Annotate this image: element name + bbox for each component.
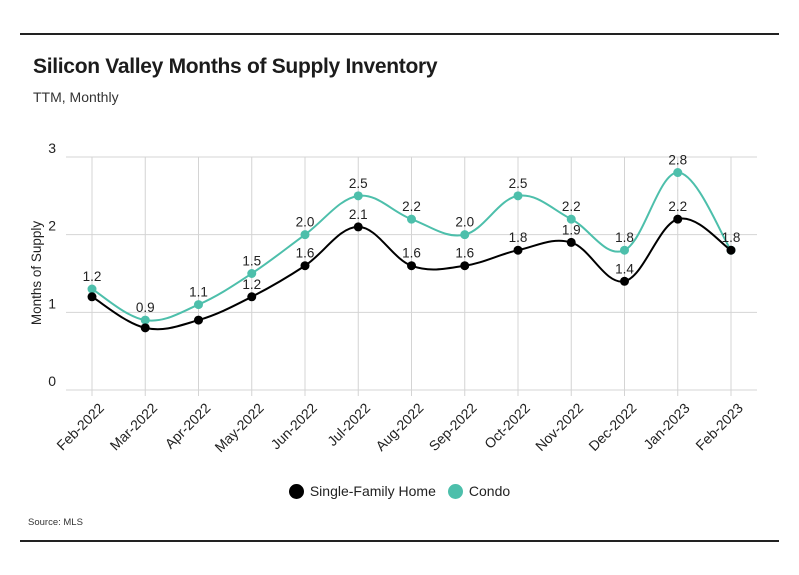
data-label-single-family-home-aug-2022: 1.6: [402, 246, 421, 261]
x-tick-label-mar-2022: Mar-2022: [107, 400, 161, 454]
point-single-family-home-feb-2023[interactable]: [726, 245, 736, 255]
x-tick-label-jun-2022: Jun-2022: [267, 400, 320, 453]
x-tick-label-aug-2022: Aug-2022: [372, 400, 426, 454]
point-condo-mar-2022[interactable]: [140, 315, 150, 325]
point-condo-apr-2022[interactable]: [194, 300, 203, 310]
bottom-rule: [20, 540, 779, 542]
legend-swatch-single-family: [288, 483, 304, 499]
point-condo-feb-2022[interactable]: [87, 284, 97, 294]
data-labels: 1.2 1.6 2.1 1.6 1.6 1.8 1.9 1.4 2.2 1.2 0.9 1.1 1.5 2…: [83, 153, 741, 316]
point-condo-jan-2023[interactable]: [673, 168, 683, 178]
x-tick-label-oct-2022: Oct-2022: [481, 400, 533, 452]
x-tick-label-may-2022: May-2022: [211, 400, 266, 455]
point-single-family-home-jul-2022[interactable]: [353, 222, 363, 232]
chart-subtitle: TTM, Monthly: [33, 89, 119, 105]
data-label-single-family-home-jun-2022: 1.6: [296, 246, 315, 261]
x-tick-label-nov-2022: Nov-2022: [532, 400, 586, 454]
series-line-condo: [91, 171, 732, 322]
point-single-family-home-jan-2023[interactable]: [673, 214, 683, 224]
point-condo-may-2022[interactable]: [247, 269, 257, 278]
data-label-condo-sep-2022: 2.0: [455, 215, 474, 230]
y-axis-label: Months of Supply: [29, 221, 44, 326]
point-single-family-home-aug-2022[interactable]: [407, 261, 416, 271]
data-label-condo-dec-2022: 1.8: [615, 230, 634, 245]
data-label-single-family-home-oct-2022: 1.8: [509, 230, 528, 245]
data-label-condo-apr-2022: 1.1: [189, 285, 208, 300]
legend-item-single-family[interactable]: Single-Family Home: [288, 483, 436, 499]
y-tick-label-1: 1: [48, 295, 56, 311]
legend: Single-Family Home Condo: [0, 483, 799, 499]
data-label-single-family-home-dec-2022: 1.4: [615, 261, 634, 276]
top-rule: [20, 33, 779, 35]
x-tick-label-jan-2023: Jan-2023: [640, 400, 693, 453]
point-single-family-home-apr-2022[interactable]: [194, 315, 203, 325]
y-tick-label-3: 3: [48, 140, 56, 156]
data-label-condo-jan-2023: 2.8: [668, 153, 687, 168]
data-label-condo-feb-2023: 1.8: [722, 230, 741, 245]
data-label-condo-jul-2022: 2.5: [349, 176, 368, 191]
data-label-condo-aug-2022: 2.2: [402, 199, 421, 214]
data-label-single-family-home-sep-2022: 1.6: [455, 246, 474, 261]
legend-item-condo[interactable]: Condo: [447, 483, 511, 499]
point-single-family-home-feb-2022[interactable]: [87, 292, 97, 302]
chart-title: Silicon Valley Months of Supply Inventor…: [33, 55, 438, 78]
data-label-condo-mar-2022: 0.9: [136, 300, 155, 315]
point-condo-aug-2022[interactable]: [407, 214, 416, 224]
data-label-single-family-home-jul-2022: 2.1: [349, 207, 368, 222]
point-condo-oct-2022[interactable]: [513, 191, 523, 201]
point-condo-jun-2022[interactable]: [300, 230, 310, 240]
x-tick-label-feb-2022: Feb-2022: [53, 400, 107, 454]
point-condo-sep-2022[interactable]: [460, 230, 470, 240]
x-tick-label-sep-2022: Sep-2022: [426, 400, 480, 454]
data-label-single-family-home-may-2022: 1.2: [242, 277, 261, 292]
series-points: [87, 168, 736, 333]
grid-lines: [66, 156, 757, 396]
data-label-condo-oct-2022: 2.5: [509, 176, 528, 191]
x-tick-label-apr-2022: Apr-2022: [162, 400, 214, 452]
data-label-condo-nov-2022: 2.2: [562, 199, 581, 214]
legend-swatch-condo: [447, 483, 463, 499]
point-single-family-home-mar-2022[interactable]: [140, 323, 150, 333]
y-tick-label-0: 0: [48, 373, 56, 389]
data-label-single-family-home-nov-2022: 1.9: [562, 222, 581, 237]
x-tick-label-feb-2023: Feb-2023: [692, 400, 746, 454]
legend-label-single-family: Single-Family Home: [309, 483, 436, 499]
data-label-single-family-home-jan-2023: 2.2: [668, 199, 687, 214]
point-condo-jul-2022[interactable]: [353, 191, 363, 201]
y-tick-label-2: 2: [48, 218, 56, 234]
data-label-condo-may-2022: 1.5: [242, 254, 261, 269]
source-note: Source: MLS: [28, 517, 83, 528]
point-single-family-home-may-2022[interactable]: [247, 292, 257, 302]
x-tick-label-dec-2022: Dec-2022: [585, 400, 639, 454]
point-single-family-home-sep-2022[interactable]: [460, 261, 470, 271]
point-single-family-home-jun-2022[interactable]: [300, 261, 310, 271]
point-single-family-home-nov-2022[interactable]: [566, 237, 576, 247]
x-tick-label-jul-2022: Jul-2022: [324, 400, 373, 449]
point-single-family-home-oct-2022[interactable]: [513, 245, 523, 255]
point-condo-nov-2022[interactable]: [566, 214, 576, 224]
data-label-condo-jun-2022: 2.0: [296, 215, 315, 230]
data-label-condo-feb-2022: 1.2: [83, 269, 102, 284]
y-axis-ticks: 0 1 2 3: [48, 140, 56, 389]
legend-label-condo: Condo: [468, 483, 511, 499]
point-condo-dec-2022[interactable]: [620, 245, 629, 255]
point-single-family-home-dec-2022[interactable]: [620, 276, 629, 286]
